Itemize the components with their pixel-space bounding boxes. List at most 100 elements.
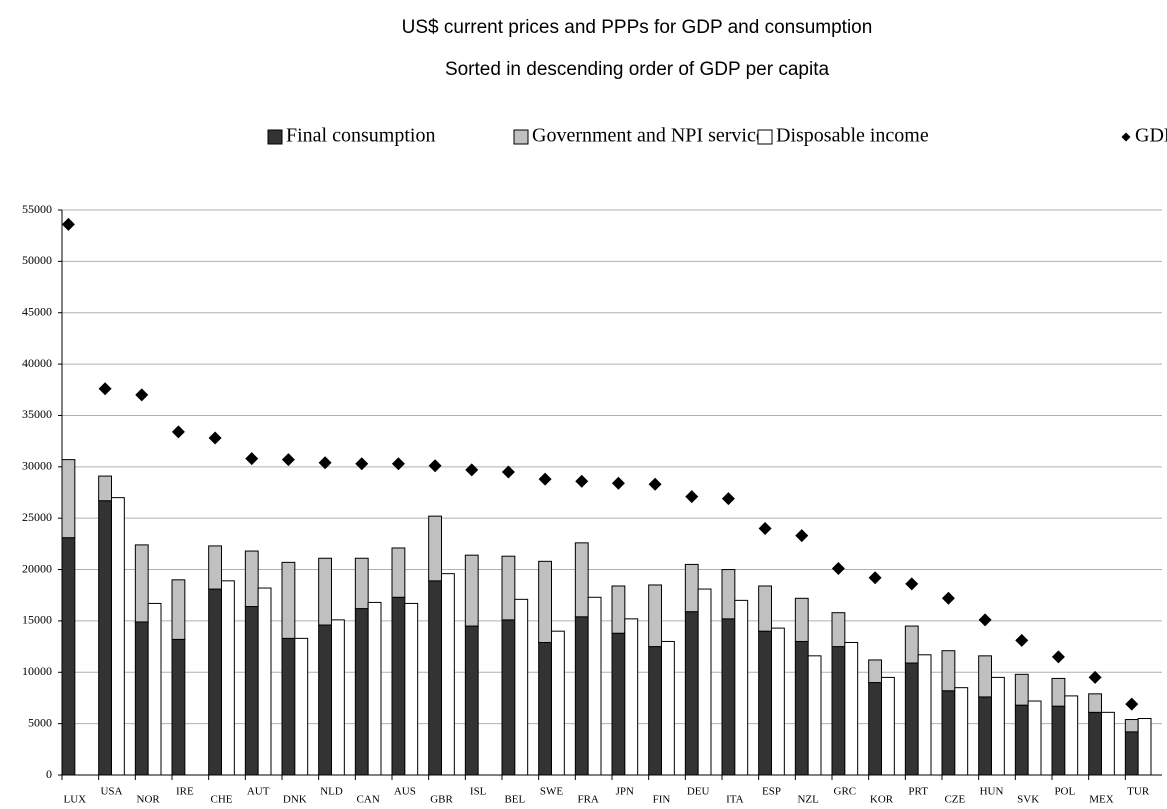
bar	[648, 646, 663, 776]
bar	[171, 638, 186, 776]
bar	[61, 459, 76, 539]
bar	[661, 640, 675, 776]
x-tick-label: ESP	[762, 786, 781, 798]
point	[721, 492, 735, 506]
point	[391, 457, 405, 471]
x-tick-label: BEL	[504, 794, 525, 806]
bar	[391, 547, 406, 598]
bar	[281, 637, 296, 776]
bar	[684, 611, 699, 776]
bar	[611, 585, 626, 634]
bar	[991, 676, 1005, 776]
x-tick-label: NZL	[797, 794, 819, 806]
point	[465, 463, 479, 477]
legend-label: Final consumption	[286, 125, 435, 147]
point	[648, 477, 662, 491]
x-tick-label: DNK	[283, 794, 307, 806]
point	[501, 465, 515, 479]
bar	[514, 598, 529, 776]
y-tick-label: 10000	[22, 664, 52, 678]
bar	[1051, 677, 1066, 707]
bar	[574, 616, 589, 776]
point	[611, 476, 625, 490]
point	[575, 474, 589, 488]
bar	[758, 585, 773, 632]
bar	[134, 544, 149, 623]
bar	[428, 515, 442, 582]
bar	[844, 641, 859, 776]
bar	[208, 545, 223, 590]
point	[1015, 633, 1029, 647]
bar	[318, 624, 332, 776]
point	[1051, 650, 1065, 664]
bar	[734, 599, 749, 776]
bar	[244, 606, 259, 776]
x-tick-label: IRE	[176, 786, 194, 798]
point	[538, 472, 552, 486]
x-tick-label: JPN	[616, 786, 634, 798]
point	[868, 571, 882, 585]
x-tick-label: CHE	[211, 794, 233, 806]
bar	[868, 682, 883, 776]
bar	[978, 655, 993, 698]
bar	[1014, 704, 1029, 776]
bar	[208, 588, 223, 776]
bar	[428, 580, 442, 776]
bar	[794, 597, 809, 642]
bar	[648, 584, 663, 648]
bar	[1088, 711, 1102, 776]
bar	[831, 612, 846, 648]
y-tick-label: 20000	[22, 561, 52, 575]
point	[171, 425, 185, 439]
x-tick-label: NOR	[137, 794, 161, 806]
bar	[354, 608, 369, 776]
bar	[391, 596, 406, 776]
point	[1125, 697, 1139, 711]
bar	[354, 557, 369, 610]
point	[281, 453, 295, 467]
bar	[538, 641, 553, 776]
y-tick-label: 15000	[22, 613, 52, 627]
x-tick-label: DEU	[687, 786, 710, 798]
bar	[684, 563, 699, 613]
bar	[134, 621, 149, 776]
y-tick-label: 30000	[22, 459, 52, 473]
bar	[501, 619, 516, 776]
bar	[721, 569, 736, 620]
bar	[257, 587, 272, 776]
point	[758, 521, 772, 535]
x-tick-label: CZE	[944, 794, 965, 806]
x-tick-label: SVK	[1017, 794, 1039, 806]
bar	[721, 618, 736, 776]
bar	[978, 696, 993, 776]
point	[685, 490, 699, 504]
bar	[331, 619, 345, 776]
legend-label: Government and NPI services	[532, 125, 773, 147]
bar	[624, 618, 639, 776]
bar	[464, 554, 479, 627]
point	[905, 577, 919, 591]
bar	[98, 500, 112, 776]
bar	[244, 550, 259, 608]
bar	[551, 630, 565, 776]
bar	[954, 687, 969, 776]
legend-label: GDP	[1135, 125, 1167, 147]
x-tick-label: HUN	[980, 786, 1004, 798]
x-tick-label: MEX	[1089, 794, 1114, 806]
chart-subtitle: Sorted in descending order of GDP per ca…	[445, 59, 830, 80]
legend-marker	[513, 129, 529, 145]
bar	[941, 690, 956, 776]
y-tick-label: 35000	[22, 407, 52, 421]
point	[135, 388, 149, 402]
y-tick-label: 45000	[22, 304, 52, 318]
y-tick-label: 5000	[28, 715, 52, 729]
x-tick-label: LUX	[64, 794, 87, 806]
point	[831, 562, 845, 576]
bar	[611, 632, 626, 776]
point	[318, 456, 332, 470]
legend-label: Disposable income	[776, 125, 929, 147]
x-tick-label: TUR	[1127, 786, 1150, 798]
point	[208, 431, 222, 445]
x-tick-label: FRA	[577, 794, 598, 806]
